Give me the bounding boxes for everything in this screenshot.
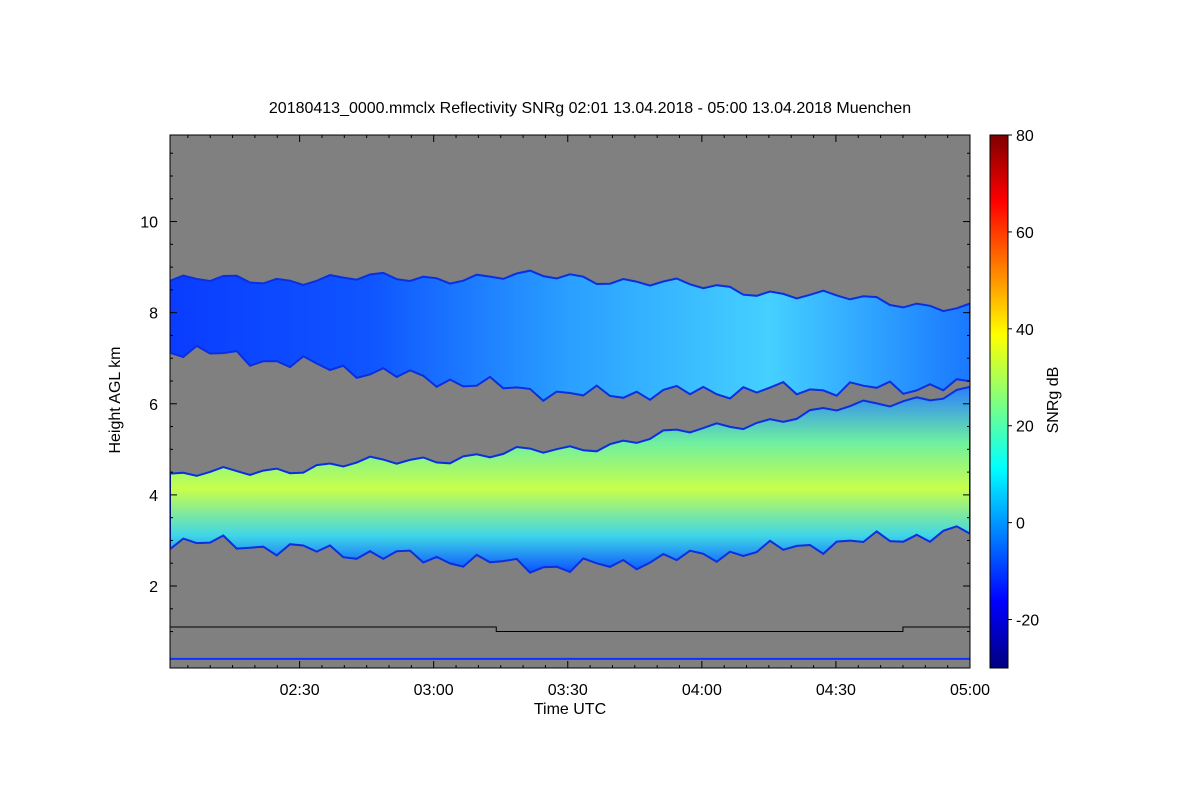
colorbar-tick-label: 40: [1016, 322, 1034, 339]
x-axis: 02:30 03:00 03:30 04:00 04:30 05:00: [187, 135, 990, 699]
colorbar-scale: [989, 134, 1009, 669]
plot-frame: [169, 134, 971, 669]
colorbar-label: SNRg dB: [1045, 367, 1062, 434]
chart-title: 20180413_0000.mmclx Reflectivity SNRg 02…: [269, 100, 911, 117]
plot-area: [170, 135, 970, 668]
colorbar-tick-label: 60: [1016, 225, 1034, 242]
y-tick-label: 2: [149, 579, 158, 596]
colorbar-tick-label: 20: [1016, 419, 1034, 436]
colorbar-tick-label: -20: [1016, 613, 1039, 630]
x-axis-label: Time UTC: [534, 701, 606, 718]
x-tick-label: 03:30: [548, 682, 588, 699]
colorbar-tick-label: 80: [1016, 128, 1034, 145]
x-tick-label: 04:00: [682, 682, 722, 699]
clutter-boundary-line: [170, 626, 970, 633]
y-axis-label: Height AGL km: [107, 346, 124, 453]
y-tick-label: 8: [149, 306, 158, 323]
y-tick-label: 10: [140, 215, 158, 232]
x-tick-label: 03:00: [414, 682, 454, 699]
y-tick-label: 6: [149, 397, 158, 414]
x-tick-label: 05:00: [950, 682, 990, 699]
no-signal-background: [170, 135, 970, 668]
x-tick-label: 02:30: [280, 682, 320, 699]
y-axis: 2 4 6 8 10: [140, 152, 970, 633]
cloud-layer-1: [170, 269, 970, 402]
y-tick-label: 4: [149, 488, 158, 505]
cloud-layer-2: [170, 385, 970, 574]
x-tick-label: 04:30: [816, 682, 856, 699]
colorbar-tick-label: 0: [1016, 516, 1025, 533]
colorbar: -20 0 20 40 60 80: [989, 128, 1039, 669]
